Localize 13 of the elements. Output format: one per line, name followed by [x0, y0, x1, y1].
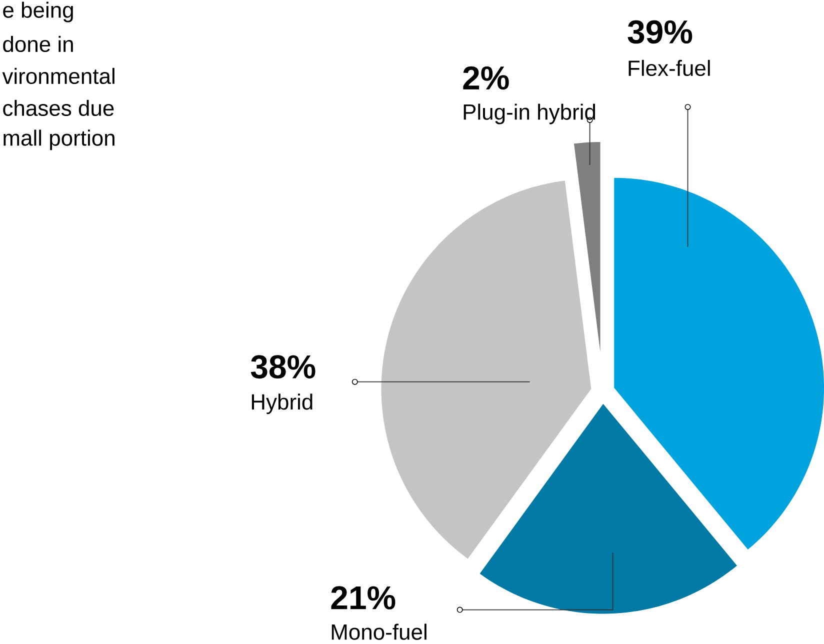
text: mall portion: [4, 130, 114, 150]
data-label: 21%: [331, 586, 396, 610]
slice-label: Flex-fuel: [628, 60, 710, 76]
text: vironmental: [2, 68, 114, 84]
slice-label: Mono-fuel: [332, 624, 426, 640]
data-label: 38%: [250, 355, 316, 379]
text: e being: [3, 2, 73, 22]
slice-label: Plug-in hybrid: [464, 104, 596, 124]
slice-label: Hybrid: [252, 394, 312, 414]
data-label: 2%: [463, 66, 509, 90]
text: chases due: [3, 100, 114, 116]
data-label: 39%: [628, 20, 692, 44]
text: done in: [3, 36, 73, 52]
